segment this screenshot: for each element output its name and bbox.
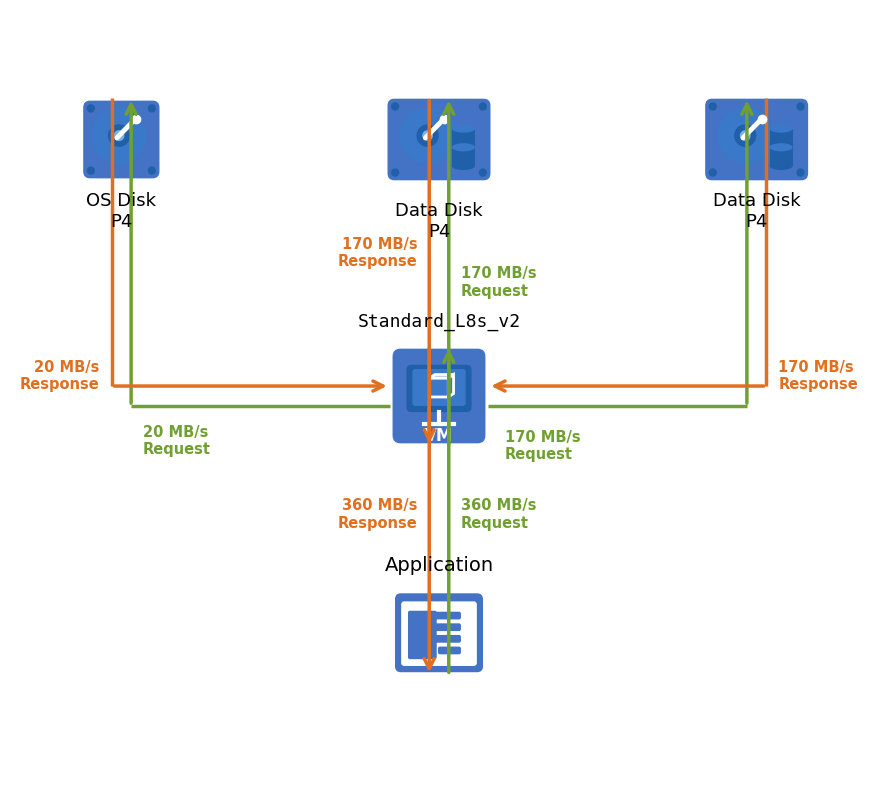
Circle shape <box>417 125 438 147</box>
Text: 20 MB/s
Response: 20 MB/s Response <box>20 360 100 392</box>
Bar <box>452 128 474 166</box>
Circle shape <box>91 108 146 164</box>
Text: 170 MB/s
Request: 170 MB/s Request <box>460 266 536 299</box>
Text: VM: VM <box>424 427 453 445</box>
Text: 170 MB/s
Response: 170 MB/s Response <box>777 360 857 392</box>
Circle shape <box>709 103 716 110</box>
FancyBboxPatch shape <box>83 101 160 178</box>
Ellipse shape <box>769 143 792 151</box>
Circle shape <box>709 169 716 176</box>
Circle shape <box>114 131 124 140</box>
Ellipse shape <box>769 162 792 170</box>
Text: 170 MB/s
Response: 170 MB/s Response <box>338 237 417 269</box>
Text: Data Disk
P4: Data Disk P4 <box>712 192 800 231</box>
Text: 360 MB/s
Response: 360 MB/s Response <box>338 498 417 531</box>
Text: Application: Application <box>384 556 493 575</box>
FancyBboxPatch shape <box>401 601 476 666</box>
FancyBboxPatch shape <box>704 99 807 181</box>
Ellipse shape <box>452 143 474 151</box>
Circle shape <box>88 105 94 112</box>
Text: Standard_L8s_v2: Standard_L8s_v2 <box>357 313 520 331</box>
Circle shape <box>479 169 486 176</box>
FancyBboxPatch shape <box>392 348 485 444</box>
Circle shape <box>400 108 454 164</box>
FancyBboxPatch shape <box>406 365 471 412</box>
Circle shape <box>391 169 398 176</box>
Circle shape <box>796 169 803 176</box>
FancyBboxPatch shape <box>431 623 460 631</box>
FancyBboxPatch shape <box>431 611 460 619</box>
Circle shape <box>717 108 772 164</box>
Circle shape <box>796 103 803 110</box>
Ellipse shape <box>769 124 792 133</box>
FancyBboxPatch shape <box>412 369 465 406</box>
Circle shape <box>148 105 155 112</box>
Circle shape <box>88 167 94 174</box>
Circle shape <box>148 167 155 174</box>
FancyBboxPatch shape <box>438 646 460 654</box>
Circle shape <box>734 125 755 147</box>
FancyBboxPatch shape <box>408 611 436 659</box>
Circle shape <box>109 125 129 147</box>
FancyBboxPatch shape <box>395 593 482 672</box>
Bar <box>769 128 792 166</box>
FancyBboxPatch shape <box>431 635 460 642</box>
FancyBboxPatch shape <box>387 99 490 181</box>
Text: 360 MB/s
Request: 360 MB/s Request <box>460 498 535 531</box>
Circle shape <box>479 103 486 110</box>
Ellipse shape <box>452 162 474 170</box>
Ellipse shape <box>452 124 474 133</box>
Circle shape <box>423 131 431 140</box>
Text: Data Disk
P4: Data Disk P4 <box>395 202 482 241</box>
Text: OS Disk
P4: OS Disk P4 <box>86 192 156 231</box>
Text: 170 MB/s
Request: 170 MB/s Request <box>504 429 580 462</box>
Circle shape <box>739 131 749 140</box>
Text: 20 MB/s
Request: 20 MB/s Request <box>143 425 210 457</box>
Circle shape <box>391 103 398 110</box>
